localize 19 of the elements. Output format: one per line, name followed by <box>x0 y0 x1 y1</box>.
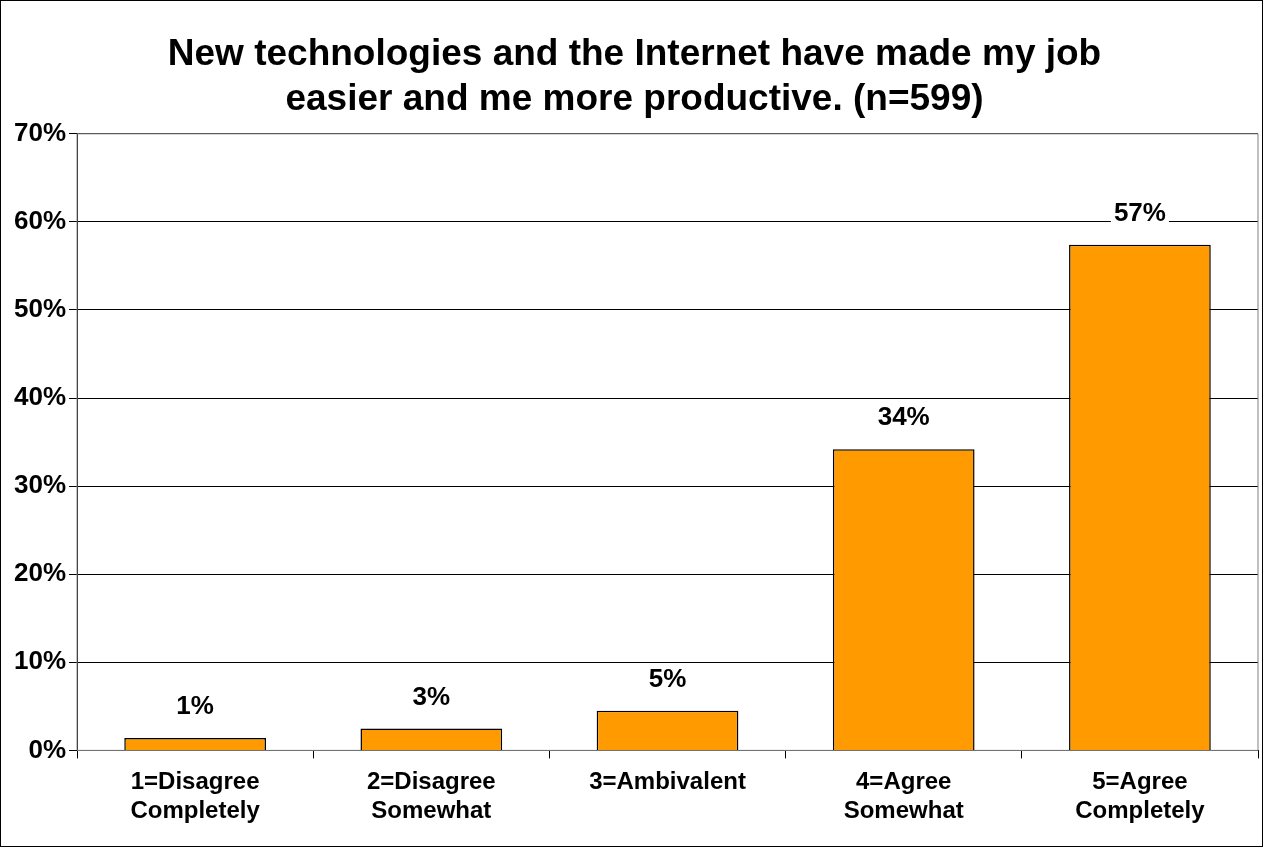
y-tick-label: 40% <box>13 381 67 412</box>
data-label: 34% <box>877 401 930 432</box>
data-label: 57% <box>1113 196 1166 227</box>
data-label: 3% <box>412 680 451 711</box>
y-tick-label: 70% <box>13 116 67 147</box>
y-tick-label: 20% <box>13 557 67 588</box>
y-tick-label: 60% <box>13 205 67 236</box>
x-tick-label: 3=Ambivalent <box>589 767 746 795</box>
data-label: 1% <box>176 690 214 721</box>
x-tick-label: 4=Agree Somewhat <box>843 767 964 824</box>
y-tick-label: 10% <box>13 645 67 676</box>
x-tick-label: 5=Agree Completely <box>1075 767 1206 824</box>
y-tick-label: 0% <box>28 733 67 764</box>
data-label: 5% <box>648 662 687 693</box>
y-tick-label: 50% <box>13 293 67 324</box>
x-tick-label: 1=Disagree Completely <box>130 767 261 824</box>
chart-title: New technologies and the Internet have made my job easier and me more productive. (n=599) <box>167 32 1102 118</box>
x-tick-label: 2=Disagree Somewhat <box>366 767 496 824</box>
y-tick-label: 30% <box>13 469 67 500</box>
